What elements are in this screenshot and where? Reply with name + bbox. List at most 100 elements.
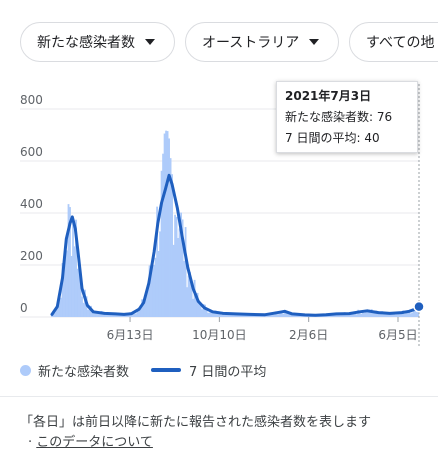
daily-bar xyxy=(352,312,355,317)
daily-bar xyxy=(405,312,408,317)
daily-bar xyxy=(247,315,250,317)
daily-bar xyxy=(81,296,83,317)
daily-bar xyxy=(183,260,185,317)
caret-down-icon xyxy=(145,39,155,45)
daily-bar xyxy=(159,231,161,317)
x-tick-label: 6月5日 xyxy=(378,328,417,342)
daily-bar xyxy=(372,311,375,317)
daily-bar xyxy=(367,309,370,317)
daily-bar xyxy=(240,314,243,317)
daily-bar xyxy=(165,130,167,317)
daily-bar xyxy=(208,312,211,317)
daily-bar xyxy=(355,314,358,317)
daily-bar xyxy=(105,313,107,317)
seven-day-average-line-group xyxy=(50,173,421,317)
x-tick-label: 2月6日 xyxy=(289,328,328,342)
daily-bar xyxy=(57,302,59,317)
daily-bar xyxy=(54,312,56,317)
daily-bar xyxy=(253,315,256,317)
about-data-link[interactable]: このデータについて xyxy=(36,435,153,450)
daily-bar xyxy=(237,315,240,317)
daily-bar xyxy=(163,133,166,317)
daily-bar xyxy=(187,275,190,317)
region-dropdown-label: オーストラリア xyxy=(202,35,300,51)
daily-bar xyxy=(175,216,178,317)
daily-case-bars xyxy=(51,130,420,317)
daily-bar xyxy=(244,315,247,317)
daily-bar xyxy=(189,272,191,317)
metric-dropdown[interactable]: 新たな感染者数 xyxy=(20,22,175,62)
daily-bar xyxy=(169,158,172,317)
about-row: · このデータについて xyxy=(28,431,153,450)
daily-bar xyxy=(270,314,273,317)
daily-bar xyxy=(379,312,382,317)
daily-bar xyxy=(414,306,417,317)
daily-bar xyxy=(99,313,101,317)
daily-bar xyxy=(148,265,151,317)
daily-bar xyxy=(358,311,361,317)
daily-bar xyxy=(241,314,244,317)
daily-bar xyxy=(114,315,116,317)
daily-bar xyxy=(292,314,295,317)
daily-bar xyxy=(216,313,219,317)
daily-bar xyxy=(133,313,136,317)
daily-bar xyxy=(388,314,391,317)
daily-bar xyxy=(190,283,193,317)
daily-bar xyxy=(150,270,152,317)
daily-bar xyxy=(349,314,352,317)
daily-bar xyxy=(75,219,77,317)
cases-chart[interactable]: 0 200 400 600 800 6月13日 10月10日 2月6日 6月5日 xyxy=(0,84,438,354)
daily-bar xyxy=(393,313,396,317)
scope-dropdown[interactable]: すべての地 xyxy=(349,22,438,62)
daily-bar xyxy=(246,315,249,317)
y-axis-ticks: 0 200 400 600 800 xyxy=(20,93,43,315)
daily-bar xyxy=(162,153,164,317)
daily-bar xyxy=(111,314,113,317)
daily-bar xyxy=(181,219,184,317)
daily-bar xyxy=(399,312,402,317)
daily-bar xyxy=(361,311,364,317)
daily-bar xyxy=(63,256,65,317)
y-tick-label: 800 xyxy=(20,93,43,107)
daily-bar xyxy=(390,313,393,317)
daily-bar xyxy=(141,299,143,317)
daily-bar xyxy=(157,250,160,317)
daily-bar xyxy=(250,315,253,317)
daily-bar xyxy=(375,310,378,317)
daily-bar xyxy=(273,314,276,317)
daily-bar xyxy=(108,314,110,317)
daily-bar xyxy=(258,315,261,317)
daily-bar xyxy=(184,227,187,317)
daily-bar xyxy=(58,293,61,317)
daily-bar xyxy=(211,310,214,317)
daily-bar xyxy=(406,312,409,317)
daily-bar xyxy=(213,311,216,317)
daily-bar xyxy=(195,296,197,317)
daily-bar xyxy=(144,297,146,317)
x-axis-ticks: 6月13日 10月10日 2月6日 6月5日 xyxy=(107,317,418,342)
daily-bar xyxy=(354,313,357,317)
region-dropdown[interactable]: オーストラリア xyxy=(185,22,339,62)
daily-bar xyxy=(168,138,170,317)
daily-bar xyxy=(339,315,342,317)
daily-bar xyxy=(210,309,213,317)
daily-bar xyxy=(207,312,210,317)
daily-bar xyxy=(76,268,79,317)
daily-bar xyxy=(219,314,222,317)
daily-bar xyxy=(60,297,62,317)
daily-bar xyxy=(415,311,418,317)
tooltip-average-value: 40 xyxy=(364,131,380,145)
daily-bar xyxy=(229,314,232,317)
daily-bar xyxy=(139,305,142,317)
daily-bar xyxy=(69,207,71,317)
daily-bar xyxy=(102,313,104,317)
daily-bar xyxy=(202,304,205,317)
daily-bar xyxy=(87,309,89,317)
daily-bar xyxy=(70,256,73,317)
y-tick-label: 600 xyxy=(20,145,43,159)
line-legend-swatch xyxy=(151,368,182,372)
daily-bar xyxy=(387,313,390,317)
daily-bar xyxy=(142,304,145,317)
daily-bar xyxy=(177,237,179,317)
daily-bar xyxy=(391,313,394,317)
